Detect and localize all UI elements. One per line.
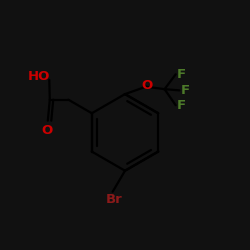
Text: Br: Br bbox=[105, 193, 122, 206]
Text: F: F bbox=[180, 84, 190, 97]
Text: O: O bbox=[142, 79, 153, 92]
Text: HO: HO bbox=[28, 70, 50, 84]
Text: O: O bbox=[41, 124, 52, 136]
Text: F: F bbox=[176, 99, 186, 112]
Text: F: F bbox=[176, 68, 186, 81]
